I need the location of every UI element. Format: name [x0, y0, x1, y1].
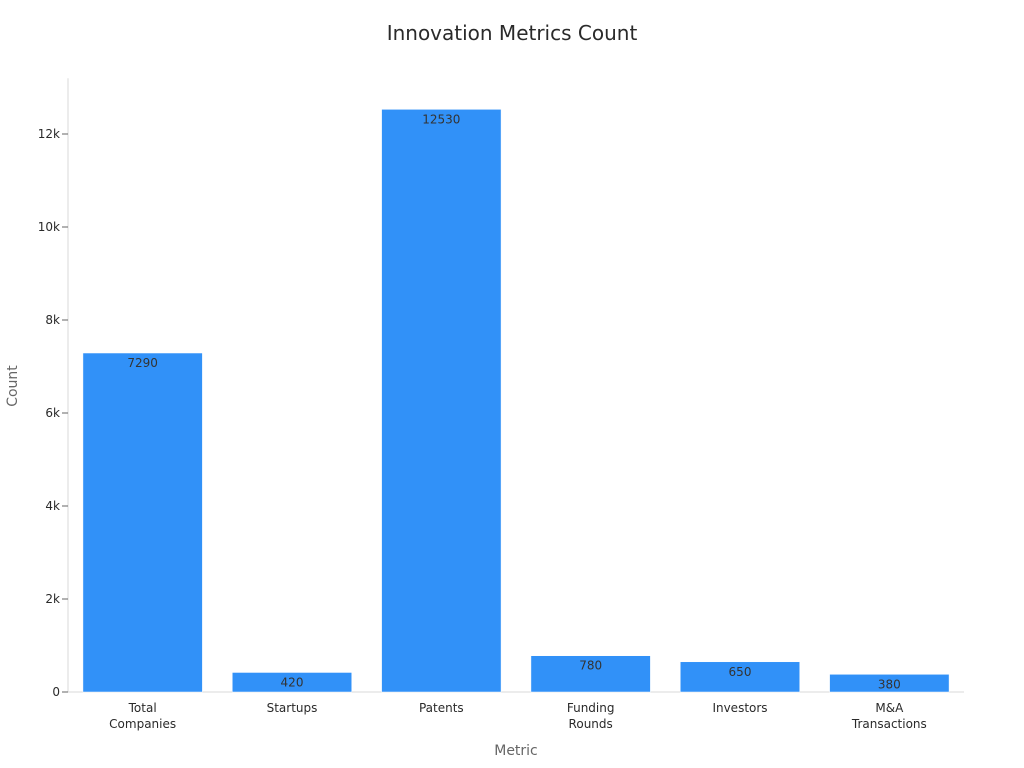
bar[interactable] — [381, 109, 502, 693]
x-tick-label: Investors — [712, 701, 767, 715]
bar-value-label: 7290 — [127, 356, 158, 370]
y-tick-label: 6k — [45, 406, 60, 420]
x-tick-label: Startups — [267, 701, 318, 715]
bar-value-label: 780 — [579, 659, 602, 673]
bar[interactable] — [232, 672, 352, 693]
bar[interactable] — [829, 674, 950, 693]
bar-value-label: 420 — [281, 675, 304, 689]
y-tick-label: 0 — [52, 685, 60, 699]
bar-value-label: 650 — [729, 665, 752, 679]
bar[interactable] — [680, 661, 800, 693]
plot-area: 0 2k 4k 6k 8k 10k 12k 7290 Total Companies 420 Star… — [38, 78, 964, 731]
bar-value-label: 380 — [878, 677, 901, 691]
y-tick-label: 4k — [45, 499, 60, 513]
y-tick-label: 2k — [45, 592, 60, 606]
bar-value-label: 12530 — [422, 112, 460, 126]
bar[interactable] — [530, 655, 651, 693]
x-tick-label: M&A Transactions — [851, 701, 927, 731]
chart-title: Innovation Metrics Count — [387, 21, 638, 45]
y-tick-label: 10k — [38, 220, 60, 234]
x-tick-label: Funding Rounds — [567, 701, 615, 731]
x-tick-label: Patents — [419, 701, 464, 715]
x-axis-title: Metric — [494, 743, 538, 759]
x-tick-label: Total Companies — [109, 701, 176, 731]
y-tick-label: 8k — [45, 313, 60, 327]
y-tick-label: 12k — [38, 127, 60, 141]
bar[interactable] — [82, 352, 203, 693]
y-axis-title: Count — [5, 365, 21, 407]
